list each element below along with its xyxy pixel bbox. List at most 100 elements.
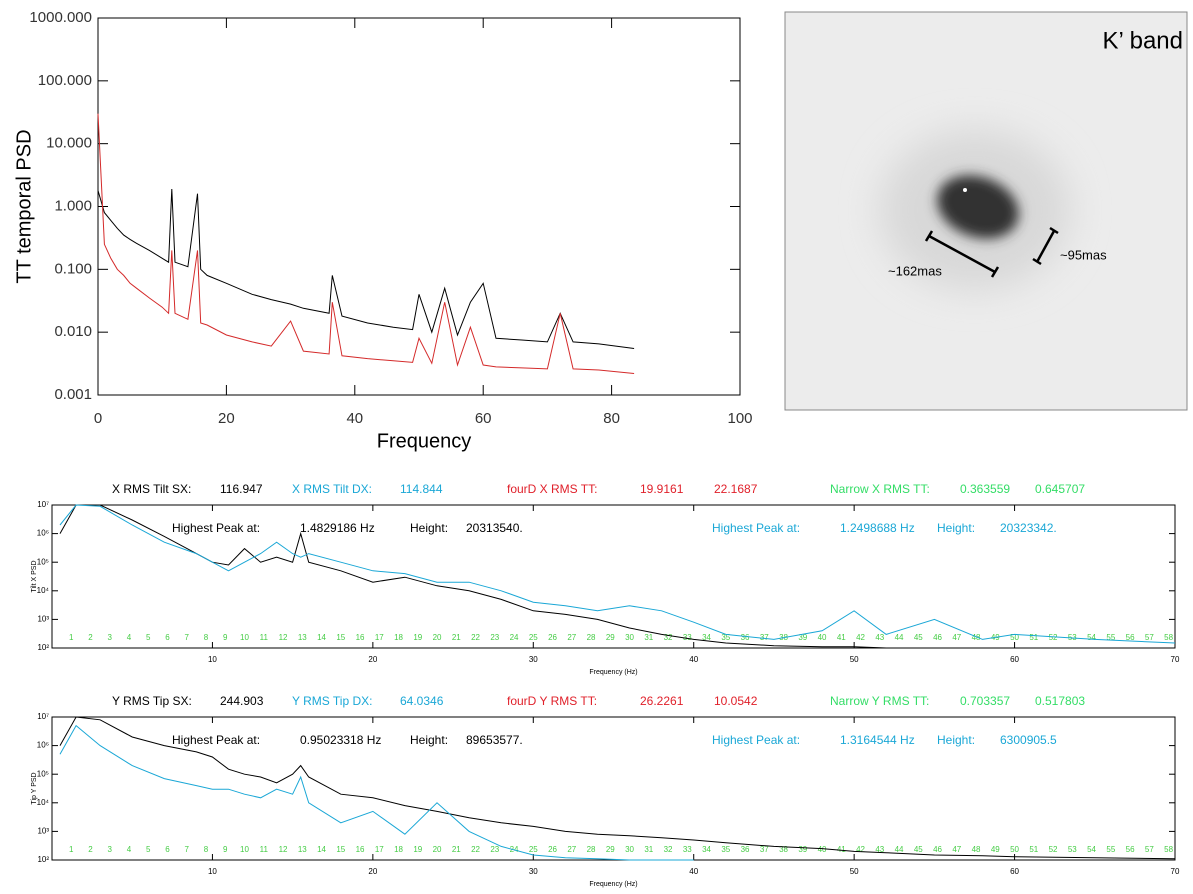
harmonic-label: 48 — [972, 633, 981, 642]
harmonic-label: 46 — [933, 633, 942, 642]
harmonic-label: 39 — [798, 633, 807, 642]
y-tick-label: 10³ — [37, 615, 49, 624]
harmonic-label: 35 — [721, 633, 730, 642]
harmonic-label: 16 — [356, 633, 365, 642]
stat-text: 244.903 — [220, 694, 264, 708]
peak-annotation: Highest Peak at: — [172, 521, 260, 535]
stat-text: 64.0346 — [400, 694, 444, 708]
stat-text: Y RMS Tip SX: — [112, 694, 192, 708]
peak-annotation: Height: — [937, 521, 975, 535]
x-tick-label: 60 — [1010, 655, 1019, 664]
harmonic-label: 57 — [1145, 633, 1154, 642]
harmonic-label: 13 — [298, 633, 307, 642]
harmonic-label: 36 — [741, 845, 750, 854]
harmonic-label: 1 — [69, 633, 74, 642]
harmonic-label: 57 — [1145, 845, 1154, 854]
plot-frame — [51, 716, 1176, 861]
harmonic-label: 49 — [991, 845, 1000, 854]
harmonic-label: 36 — [741, 633, 750, 642]
x-tick-label: 40 — [346, 410, 363, 427]
stat-text: 0.363559 — [960, 482, 1010, 496]
harmonic-label: 43 — [875, 845, 884, 854]
harmonic-label: 24 — [510, 633, 519, 642]
harmonic-label: 26 — [548, 845, 557, 854]
x-tick-label: 40 — [689, 655, 698, 664]
harmonic-label: 55 — [1106, 845, 1115, 854]
harmonic-label: 56 — [1126, 845, 1135, 854]
harmonic-label: 13 — [298, 845, 307, 854]
x-tick-label: 10 — [208, 867, 217, 876]
harmonic-label: 2 — [88, 845, 93, 854]
harmonic-label: 25 — [529, 633, 538, 642]
image-panel: K’ band ~162mas ~95mas — [784, 11, 1188, 411]
x-tick-label: 70 — [1171, 867, 1180, 876]
x-tick-label: 100 — [727, 410, 752, 427]
harmonic-label: 6 — [165, 845, 170, 854]
harmonic-label: 29 — [606, 845, 615, 854]
stat-text: 22.1687 — [714, 482, 758, 496]
harmonic-label: 4 — [127, 633, 132, 642]
harmonic-label: 38 — [779, 845, 788, 854]
y-tick-label: 10² — [37, 855, 49, 864]
harmonic-label: 5 — [146, 633, 151, 642]
y-tick-label: 10⁵ — [37, 557, 49, 566]
x-tick-label: 60 — [1010, 867, 1019, 876]
harmonic-label: 41 — [837, 845, 846, 854]
y-tick-label: 10⁴ — [37, 586, 50, 595]
harmonic-label: 50 — [1010, 845, 1019, 854]
harmonic-label: 40 — [818, 845, 827, 854]
harmonic-label: 42 — [856, 633, 865, 642]
y-tick-label: 10² — [37, 643, 49, 652]
harmonic-label: 46 — [933, 845, 942, 854]
harmonic-label: 21 — [452, 845, 461, 854]
harmonic-label: 14 — [317, 845, 326, 854]
x-tick-label: 20 — [368, 655, 377, 664]
y-tick-label: 10⁵ — [37, 769, 49, 778]
size-label: ~95mas — [1060, 247, 1107, 262]
harmonic-label: 52 — [1049, 845, 1058, 854]
y-tick-label: 0.001 — [54, 386, 92, 403]
harmonic-label: 6 — [165, 633, 170, 642]
harmonic-label: 5 — [146, 845, 151, 854]
harmonic-label: 55 — [1106, 633, 1115, 642]
harmonic-label: 34 — [702, 633, 711, 642]
peak-annotation: 20313540. — [466, 521, 523, 535]
harmonic-label: 23 — [490, 633, 499, 642]
harmonic-label: 51 — [1029, 845, 1038, 854]
harmonic-label: 9 — [223, 845, 228, 854]
stat-text: 0.517803 — [1035, 694, 1085, 708]
harmonic-label: 47 — [952, 845, 961, 854]
harmonic-label: 22 — [471, 845, 480, 854]
harmonic-label: 30 — [625, 845, 634, 854]
harmonic-label: 19 — [413, 633, 422, 642]
stat-text: 0.645707 — [1035, 482, 1085, 496]
harmonic-label: 52 — [1049, 633, 1058, 642]
data-line — [97, 113, 635, 374]
harmonic-label: 20 — [433, 633, 442, 642]
harmonic-label: 14 — [317, 633, 326, 642]
peak-annotation: Highest Peak at: — [712, 521, 800, 535]
stat-text: X RMS Tilt DX: — [292, 482, 372, 496]
size-label: ~162mas — [888, 263, 942, 278]
harmonic-label: 17 — [375, 633, 384, 642]
harmonic-label: 3 — [108, 845, 113, 854]
harmonic-label: 50 — [1010, 633, 1019, 642]
peak-annotation: 0.95023318 Hz — [300, 733, 381, 747]
scale-bar — [1035, 230, 1056, 263]
x-tick-label: 20 — [218, 410, 235, 427]
x-tick-label: 50 — [850, 655, 859, 664]
x-tick-label: 30 — [529, 655, 538, 664]
y-axis-label: Tilt X PSD — [31, 560, 38, 592]
harmonic-label: 44 — [895, 633, 904, 642]
harmonic-label: 22 — [471, 633, 480, 642]
harmonic-label: 4 — [127, 845, 132, 854]
x-tick-label: 40 — [689, 867, 698, 876]
peak-annotation: 6300905.5 — [1000, 733, 1057, 747]
peak-annotation: Height: — [410, 733, 448, 747]
harmonic-label: 32 — [664, 845, 673, 854]
harmonic-label: 31 — [644, 845, 653, 854]
harmonic-label: 44 — [895, 845, 904, 854]
harmonic-label: 7 — [185, 633, 190, 642]
data-line — [59, 504, 1176, 644]
